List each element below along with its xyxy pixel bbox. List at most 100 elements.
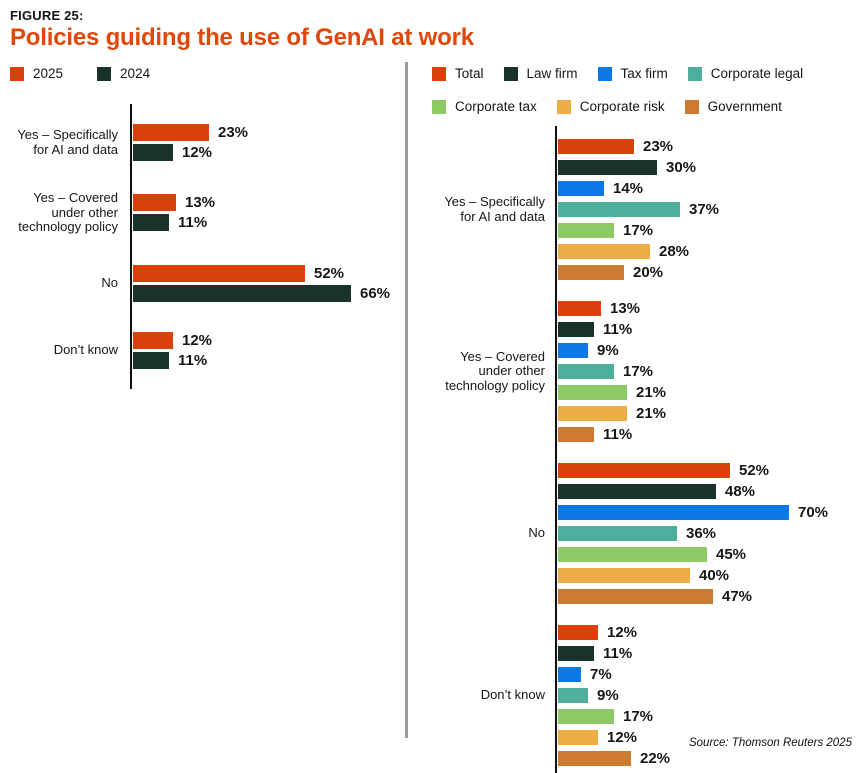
legend-item: 2025 — [10, 66, 63, 81]
bar — [558, 589, 713, 604]
bar — [558, 223, 614, 238]
bar-value-label: 11% — [603, 426, 633, 443]
legend-swatch — [597, 66, 612, 81]
bar-value-label: 11% — [603, 645, 633, 662]
category-label: Yes – Specifically for AI and data — [444, 193, 545, 224]
legend-item: Law firm — [503, 66, 578, 81]
bar — [558, 547, 707, 562]
panel-divider — [405, 62, 408, 738]
bar-value-label: 66% — [360, 284, 391, 302]
bar-row: 11% — [558, 321, 666, 338]
bar-row: 17% — [558, 222, 719, 239]
bar-value-label: 21% — [636, 384, 667, 401]
category-group: Don’t know 12% 11% 7% 9% 17% 12% 22% — [428, 624, 858, 767]
bar-value-label: 22% — [640, 750, 671, 767]
category-group: Yes – Specifically for AI and data 23% 30%… — [428, 138, 858, 281]
bar-row: 17% — [558, 363, 666, 380]
legend-segment: Total Law firm Tax firm Corporate legal Corp… — [432, 66, 856, 114]
bar — [558, 181, 604, 196]
category-bars: 13% 11% — [130, 194, 216, 232]
bar — [558, 301, 601, 316]
bar-row: 48% — [558, 483, 828, 500]
legend-label: Tax firm — [620, 66, 668, 81]
bar-row: 23% — [558, 138, 719, 155]
bar-row: 37% — [558, 201, 719, 218]
bar-row: 30% — [558, 159, 719, 176]
bar-value-label: 52% — [314, 264, 345, 282]
bar — [558, 343, 588, 358]
bar — [558, 526, 677, 541]
legend-item: Corporate tax — [432, 99, 537, 114]
bar — [558, 625, 598, 640]
bar — [133, 194, 176, 212]
bar — [558, 730, 598, 745]
bar — [558, 202, 680, 217]
legend-item: Total — [432, 66, 484, 81]
bar-row: 66% — [133, 284, 391, 302]
source-note: Source: Thomson Reuters 2025 — [688, 737, 852, 749]
bar — [558, 484, 716, 499]
bar — [558, 751, 631, 766]
bar-value-label: 52% — [739, 462, 770, 479]
bar-row: 12% — [133, 144, 248, 161]
bar — [558, 244, 650, 259]
category-label: No — [101, 274, 118, 290]
category-bars: 52% 48% 70% 36% 45% 40% 47% — [555, 462, 828, 605]
bar-value-label: 9% — [597, 687, 619, 704]
chart-axis — [130, 104, 132, 389]
legend-item: Government — [684, 99, 782, 114]
category-group: Yes – Specifically for AI and data 23% 12% — [10, 124, 410, 161]
bar-row: 11% — [133, 351, 212, 369]
bar-value-label: 12% — [182, 144, 213, 161]
bar-row: 12% — [558, 624, 670, 641]
bar — [558, 568, 690, 583]
bar-value-label: 47% — [722, 588, 753, 605]
bar-value-label: 17% — [623, 708, 654, 725]
bar — [558, 385, 627, 400]
bar — [558, 427, 594, 442]
bar-value-label: 11% — [603, 321, 633, 338]
bar-value-label: 11% — [178, 351, 208, 369]
chart-groups: Yes – Specifically for AI and data 23% 30%… — [428, 126, 858, 773]
bar-row: 7% — [558, 666, 670, 683]
year-comparison-chart: Yes – Specifically for AI and data 23% 12%… — [10, 104, 410, 389]
legend-label: Corporate tax — [455, 99, 537, 114]
bar-value-label: 11% — [178, 214, 208, 232]
bar-value-label: 17% — [623, 222, 654, 239]
segment-chart: Yes – Specifically for AI and data 23% 30%… — [428, 126, 858, 773]
bar-row: 13% — [133, 194, 216, 212]
bar — [558, 463, 730, 478]
bar-value-label: 28% — [659, 243, 690, 260]
category-label: Yes – Specifically for AI and data — [17, 126, 118, 157]
figure-label: FIGURE 25: — [10, 8, 84, 23]
legend-label: Corporate risk — [579, 99, 665, 114]
bar-row: 17% — [558, 708, 670, 725]
bar-value-label: 17% — [623, 363, 654, 380]
bar — [133, 284, 351, 302]
bar-row: 22% — [558, 750, 670, 767]
category-bars: 23% 30% 14% 37% 17% 28% 20% — [555, 138, 719, 281]
legend-label: 2024 — [120, 66, 151, 81]
bar-row: 20% — [558, 264, 719, 281]
bar — [558, 709, 614, 724]
bar-value-label: 13% — [185, 194, 216, 212]
legend-swatch — [684, 99, 699, 114]
bar — [558, 667, 581, 682]
legend-label: 2025 — [33, 66, 64, 81]
legend-swatch — [432, 99, 446, 114]
bar-row: 9% — [558, 687, 670, 704]
category-label: Don’t know — [53, 341, 118, 357]
bar — [558, 688, 588, 703]
bar — [133, 331, 173, 349]
bar-row: 40% — [558, 567, 828, 584]
legend-year: 2025 2024 — [10, 66, 150, 81]
bar-row: 11% — [133, 214, 215, 232]
bar — [558, 646, 594, 661]
category-bars: 23% 12% — [130, 124, 248, 161]
legend-item: Corporate risk — [556, 99, 665, 114]
bar — [558, 406, 627, 421]
bar-value-label: 37% — [689, 201, 720, 218]
bar-row: 52% — [133, 264, 390, 282]
bar — [558, 364, 614, 379]
bar — [133, 124, 209, 141]
